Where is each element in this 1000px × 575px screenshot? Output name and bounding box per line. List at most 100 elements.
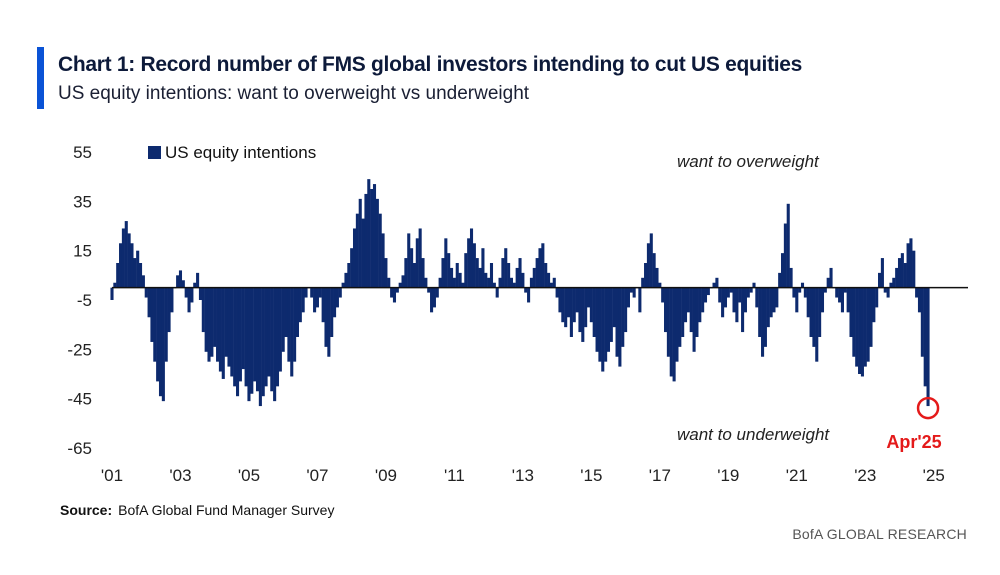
bar [227,287,231,367]
bar [601,287,605,372]
bar [615,287,619,357]
bar [133,258,137,288]
bar [236,287,240,397]
bar [778,272,782,288]
bar [786,203,790,288]
bar [906,243,910,288]
bar [920,287,924,357]
bar [629,287,633,293]
bar [113,282,117,288]
bar [138,263,143,288]
bar [404,258,408,288]
bar [458,272,462,288]
bar [301,287,305,313]
bar [558,287,562,313]
bar [475,258,479,288]
bar [835,287,839,298]
bar [238,287,242,382]
bar [858,287,862,374]
x-tick-label: '21 [786,466,808,485]
y-tick-label: -5 [77,291,92,310]
x-tick-label: '15 [580,466,602,485]
chart-subtitle: US equity intentions: want to overweight… [58,83,530,104]
bar [298,287,302,323]
bar [521,272,525,288]
bar [492,282,496,288]
bar [532,267,536,288]
bar [624,287,628,333]
bar [701,287,705,313]
bar [703,287,708,303]
bar [820,287,825,313]
bar [421,258,425,288]
bar [769,287,773,318]
bar [504,248,508,288]
bar [575,287,579,313]
bar [655,267,659,288]
bar [638,287,642,313]
bar [384,258,388,288]
bar [766,287,770,328]
bar [372,184,377,288]
bar [535,258,539,288]
bar [652,253,656,288]
bar [310,287,314,298]
annotation-overweight: want to overweight [677,152,820,171]
bar [646,243,650,288]
bar [461,282,465,288]
x-tick-label: '19 [717,466,739,485]
bar [912,250,916,288]
bar [250,287,254,394]
bar [367,179,371,288]
bar [718,287,722,303]
bar [407,233,411,288]
bar [395,287,399,293]
bar [903,263,907,288]
bar [515,267,519,288]
bar [875,287,879,308]
bar [806,287,810,318]
bar [843,287,847,293]
bar [452,277,456,288]
bar [164,287,168,362]
bar [392,287,397,303]
bar [692,287,696,352]
bar [581,287,585,342]
bar [552,277,556,288]
bar [507,263,511,288]
bar [469,228,474,288]
source-note: Source: BofA Global Fund Manager Survey [60,502,334,518]
bar [863,287,867,367]
bar [375,198,379,288]
bar [438,277,442,288]
bar [398,282,402,288]
bar [538,248,542,288]
bar [278,287,282,372]
bar [849,287,853,337]
bar [350,248,354,288]
bar [253,287,257,382]
bar [170,287,174,313]
bar [275,287,280,387]
y-tick-label: 35 [73,192,92,211]
bar [880,258,884,288]
brand-footer: BofA GLOBAL RESEARCH [792,526,967,542]
bar [247,287,251,402]
bar [900,253,904,288]
bar [481,248,485,288]
bar [432,287,436,308]
bar [578,287,582,333]
bar [783,223,787,288]
bar [315,287,319,308]
bar [187,287,191,313]
bar [347,263,351,288]
x-tick-label: '07 [306,466,328,485]
bar [809,287,813,337]
bar [176,275,180,288]
bar [846,287,850,313]
bar [609,287,613,342]
bar [549,282,553,288]
x-tick-label: '23 [854,466,876,485]
legend-label: US equity intentions [165,143,316,162]
bar [293,287,297,362]
